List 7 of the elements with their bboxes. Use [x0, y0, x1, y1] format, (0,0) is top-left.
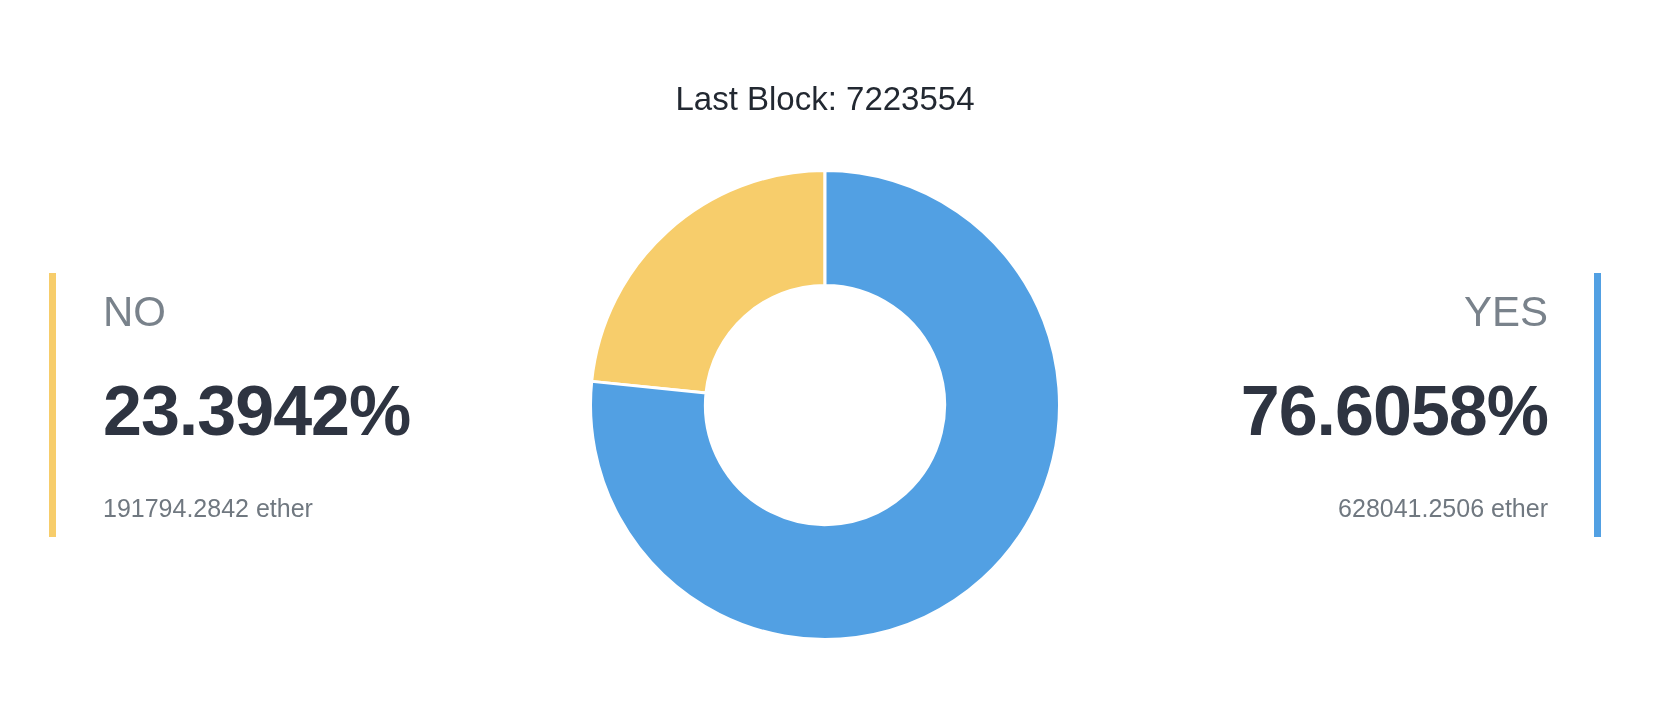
chart-title: Last Block: 7223554: [674, 80, 976, 118]
data-label: 76.6058%: [1240, 371, 1548, 451]
text: 191794.2842 ether: [103, 494, 313, 523]
text: 628041.2506 ether: [1338, 494, 1548, 523]
slice-label: NO: [103, 288, 166, 336]
data-label: 23.3942%: [103, 371, 411, 451]
slice-label: YES: [1463, 288, 1548, 336]
